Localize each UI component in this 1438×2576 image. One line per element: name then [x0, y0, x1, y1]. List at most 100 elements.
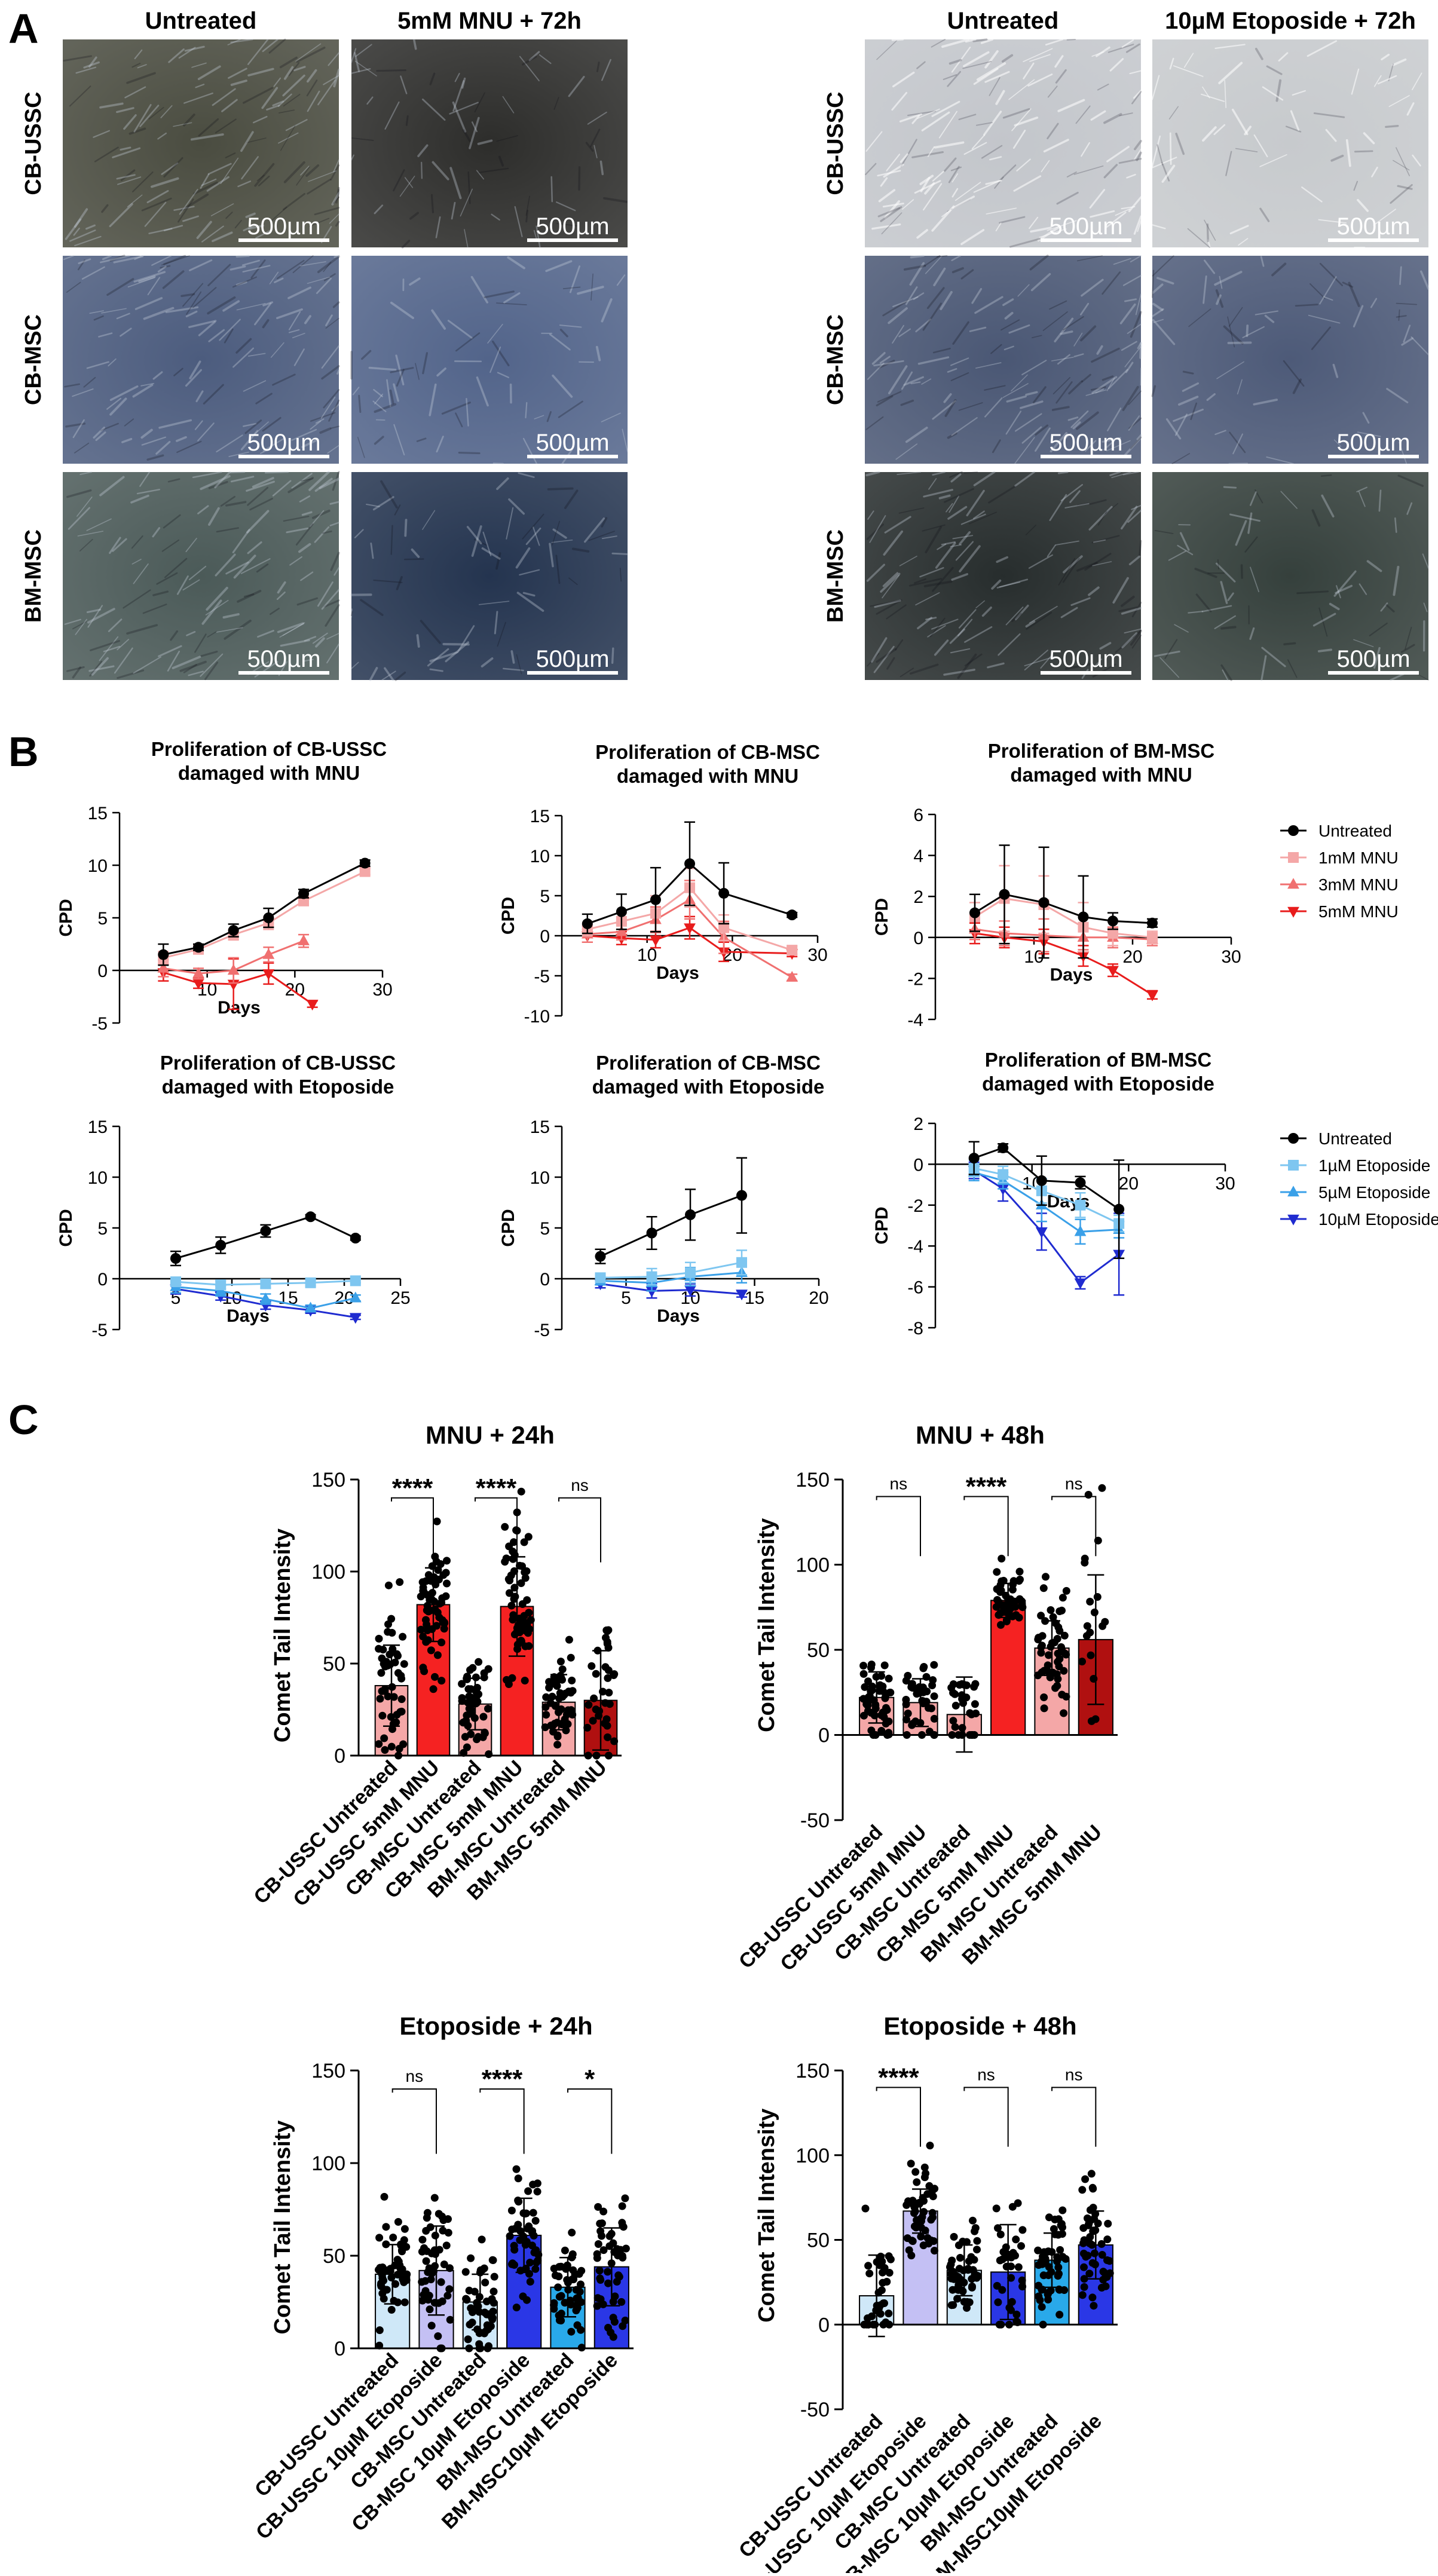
chart-title: damaged with MNU — [617, 765, 798, 787]
y-tick-label: -4 — [907, 1237, 923, 1257]
data-point — [397, 1672, 405, 1680]
data-point — [998, 1169, 1008, 1180]
data-point — [1103, 2256, 1111, 2264]
data-point — [428, 2322, 436, 2330]
data-point — [1058, 2220, 1066, 2228]
y-tick-label: 0 — [818, 1725, 830, 1747]
data-point — [542, 1711, 550, 1719]
data-point — [435, 1576, 443, 1583]
data-point — [530, 2232, 538, 2240]
data-point — [972, 2224, 980, 2232]
data-point — [467, 2255, 475, 2262]
significance-label: ns — [890, 1475, 908, 1493]
data-point — [552, 2271, 559, 2279]
data-point — [400, 1660, 408, 1668]
data-point — [567, 1689, 575, 1696]
data-point — [503, 1676, 510, 1684]
data-point — [508, 2207, 516, 2214]
data-point — [1044, 2290, 1052, 2298]
cell-streak — [527, 210, 528, 222]
data-point — [902, 1701, 910, 1708]
data-point — [531, 2265, 539, 2273]
data-point — [350, 1313, 362, 1324]
y-tick-label: -5 — [91, 1014, 108, 1034]
data-point — [619, 2203, 626, 2210]
data-point — [948, 2301, 956, 2309]
legend-label: 5µM Etoposide — [1318, 1183, 1430, 1202]
data-point — [1287, 1215, 1299, 1226]
data-point — [485, 1665, 492, 1673]
y-axis-label: Comet Tail Intensity — [754, 1518, 779, 1732]
data-point — [443, 2241, 451, 2249]
data-point — [605, 1689, 613, 1696]
cell-streak — [421, 163, 422, 179]
data-point — [433, 1518, 441, 1526]
cell-streak — [1222, 627, 1235, 628]
data-point — [956, 2254, 964, 2262]
chart-title: damaged with Etoposide — [162, 1076, 394, 1098]
data-point — [862, 2205, 870, 2213]
cell-streak — [1067, 39, 1075, 40]
data-point — [459, 1719, 467, 1726]
data-point — [1016, 1568, 1024, 1576]
data-point — [617, 2298, 625, 2306]
data-point — [399, 1633, 406, 1641]
data-point — [158, 949, 169, 960]
data-point — [1015, 2263, 1023, 2271]
y-axis-label: CPD — [56, 1209, 76, 1246]
data-point — [263, 912, 274, 923]
data-point — [1088, 2293, 1096, 2301]
data-point — [521, 1569, 528, 1576]
data-point — [567, 2328, 575, 2336]
data-point — [519, 2293, 527, 2301]
data-point — [398, 1708, 406, 1716]
data-point — [378, 1712, 386, 1720]
data-point — [489, 2308, 497, 2315]
cell-streak — [579, 167, 580, 190]
data-point — [1090, 2302, 1097, 2309]
data-point — [610, 1738, 618, 1745]
data-point — [621, 2194, 629, 2202]
data-point — [458, 1697, 466, 1705]
y-tick-label: 0 — [913, 1155, 923, 1175]
x-tick-label: 10 — [1024, 947, 1044, 967]
scale-bar-label: 500µm — [247, 213, 320, 240]
col-header-right-1: 10µM Etoposide + 72h — [1165, 8, 1416, 34]
data-point — [549, 1722, 557, 1729]
data-point — [424, 1636, 432, 1644]
chart-title: Etoposide + 24h — [399, 2012, 592, 2040]
y-tick-label: 15 — [88, 1117, 108, 1137]
data-point — [383, 2286, 391, 2294]
data-point — [910, 2209, 918, 2217]
data-point — [1104, 2220, 1112, 2228]
cell-streak — [406, 116, 408, 125]
data-point — [376, 2326, 384, 2334]
y-axis-label: Comet Tail Intensity — [270, 2120, 295, 2334]
y-tick-label: 150 — [311, 2060, 345, 2082]
cell-streak — [231, 472, 244, 473]
significance-label: **** — [878, 2063, 919, 2092]
data-point — [1059, 1594, 1067, 1601]
data-point — [380, 2277, 387, 2284]
y-axis-label: CPD — [498, 1209, 518, 1246]
data-point — [865, 1693, 873, 1701]
data-point — [444, 2215, 452, 2223]
x-tick-label: 15 — [745, 1288, 764, 1308]
series-0 — [595, 1158, 748, 1264]
y-tick-label: 10 — [530, 1168, 550, 1188]
data-point — [431, 2246, 439, 2254]
data-point — [1056, 2246, 1064, 2254]
data-point — [956, 1681, 963, 1689]
data-point — [902, 1716, 910, 1723]
data-point — [931, 1692, 938, 1700]
data-point — [427, 1646, 435, 1654]
data-point — [438, 1594, 446, 1602]
cell-streak — [1058, 472, 1067, 473]
series-line — [601, 1263, 742, 1278]
legend-label: 3mM MNU — [1318, 875, 1399, 894]
x-tick-label: 30 — [372, 980, 392, 1000]
data-point — [545, 1684, 553, 1692]
data-point — [385, 1650, 393, 1658]
